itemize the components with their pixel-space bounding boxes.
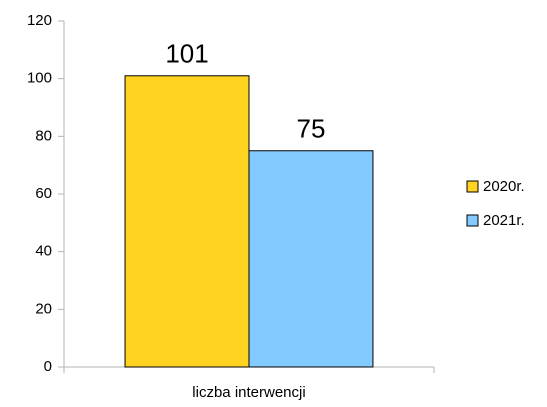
y-tick-label: 60	[35, 185, 52, 202]
x-tick-label: liczba interwencji	[192, 384, 305, 401]
y-tick-label: 40	[35, 243, 52, 260]
legend-swatch	[466, 214, 479, 227]
bar	[248, 150, 374, 368]
data-label: 75	[297, 114, 326, 144]
legend-swatch	[466, 180, 479, 193]
data-label: 101	[165, 39, 208, 69]
legend-label: 2020r.	[483, 178, 525, 195]
bar	[124, 75, 250, 368]
legend-label: 2021r.	[483, 212, 525, 229]
y-tick-label: 0	[44, 358, 52, 375]
y-tick-label: 20	[35, 300, 52, 317]
y-tick-label: 100	[27, 70, 52, 87]
y-tick-label: 80	[35, 127, 52, 144]
y-tick-label: 120	[27, 12, 52, 29]
